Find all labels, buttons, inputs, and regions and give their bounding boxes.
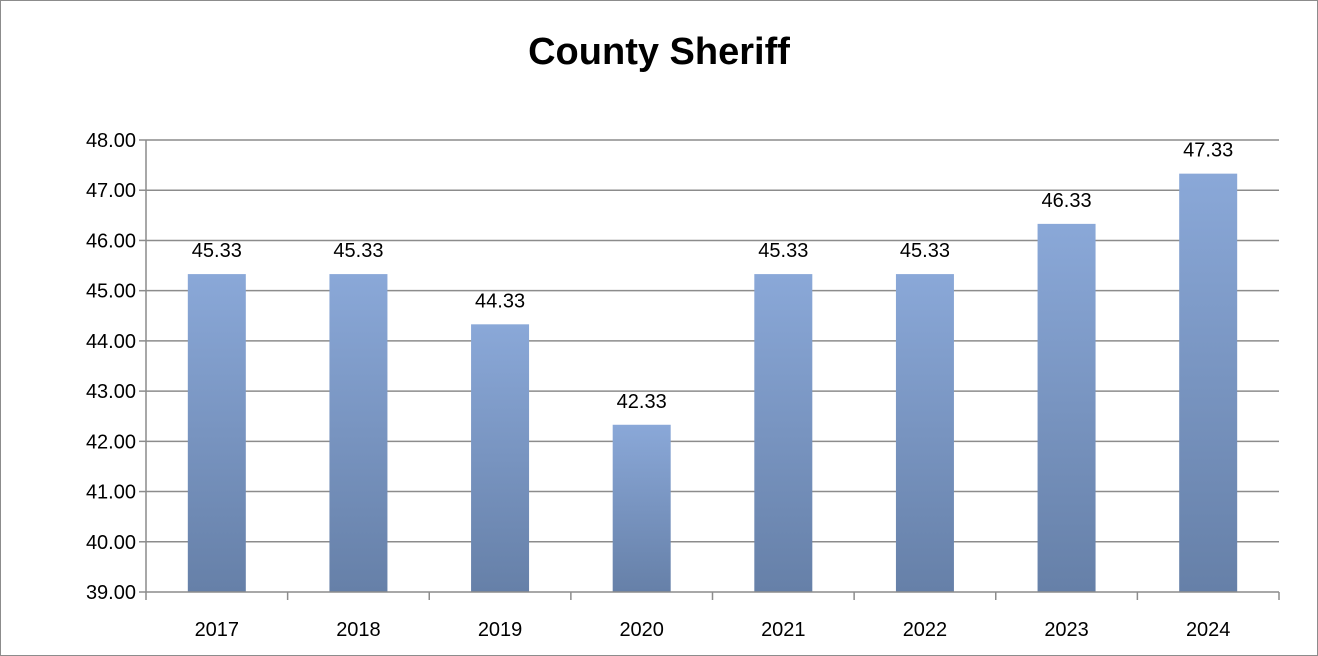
x-tick-label: 2023 (1044, 619, 1089, 641)
data-label: 47.33 (1183, 140, 1233, 162)
bar-2018 (329, 274, 388, 592)
bar-2017 (187, 274, 246, 592)
y-tick-label: 48.00 (86, 130, 136, 152)
x-tick-label: 2024 (1186, 619, 1231, 641)
bar-2024 (1179, 173, 1238, 592)
bar-2022 (895, 274, 954, 592)
data-label: 45.33 (758, 240, 808, 262)
x-tick-label: 2018 (336, 619, 381, 641)
y-tick-label: 43.00 (86, 381, 136, 403)
y-tick-label: 40.00 (86, 532, 136, 554)
data-label: 46.33 (1042, 190, 1092, 212)
y-tick-label: 46.00 (86, 230, 136, 252)
data-label: 42.33 (617, 391, 667, 413)
x-tick-label: 2022 (903, 619, 948, 641)
y-tick-label: 42.00 (86, 431, 136, 453)
chart-title: County Sheriff (528, 31, 790, 73)
data-label: 45.33 (333, 240, 383, 262)
x-tick-label: 2021 (761, 619, 806, 641)
bar-2020 (612, 424, 671, 592)
y-tick-label: 45.00 (86, 281, 136, 303)
y-tick-label: 41.00 (86, 482, 136, 504)
data-label: 45.33 (900, 240, 950, 262)
y-tick-label: 44.00 (86, 331, 136, 353)
data-label: 44.33 (475, 290, 525, 312)
bar-2021 (754, 274, 813, 592)
x-tick-label: 2020 (619, 619, 664, 641)
bar-2019 (471, 324, 530, 592)
x-tick-label: 2019 (478, 619, 523, 641)
bar-2023 (1037, 223, 1096, 593)
y-tick-label: 47.00 (86, 180, 136, 202)
x-tick-label: 2017 (195, 619, 240, 641)
data-label: 45.33 (192, 240, 242, 262)
y-tick-label: 39.00 (86, 582, 136, 604)
